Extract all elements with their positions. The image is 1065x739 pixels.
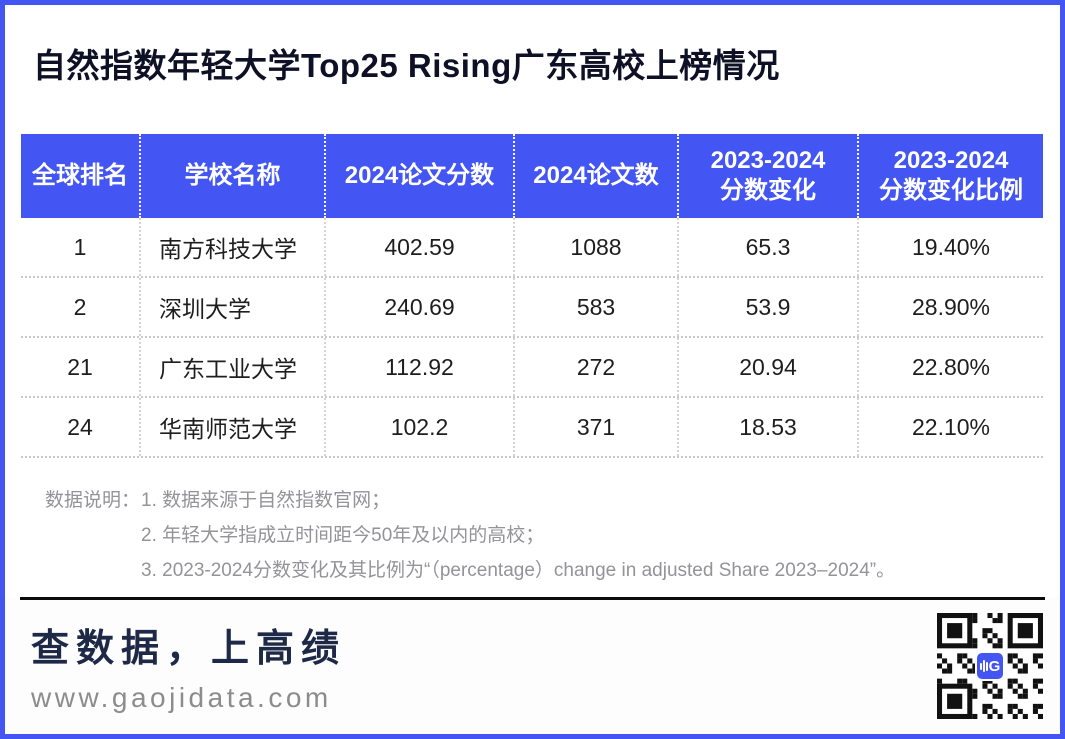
note-line: 3. 2023-2024分数变化及其比例为“（percentage）change… <box>141 560 896 581</box>
soundwave-bars-icon <box>979 660 988 672</box>
table-cell: 20.94 <box>677 338 857 396</box>
table-cell: 21 <box>67 353 93 380</box>
table-cell: 18.53 <box>677 398 857 456</box>
header-cell-4: 2023-2024 分数变化 <box>677 134 857 218</box>
footer-website: www.gaojidata.com <box>31 682 332 713</box>
table-cell: 22.10% <box>857 398 1043 456</box>
table-cell: 22.80% <box>857 338 1043 396</box>
table-cell: 28.90% <box>857 278 1043 336</box>
notes-label: 数据说明： <box>45 490 141 511</box>
data-notes: 数据说明： 1. 数据来源于自然指数官网； 2. 年轻大学指成立时间距今50年及以… <box>45 483 895 588</box>
table-header-row: 全球排名 学校名称 2024论文分数 2024论文数 2023-2024 分数变化 202… <box>21 134 1043 218</box>
table-cell: 深圳大学 <box>139 278 324 336</box>
table-row: 21 广东工业大学 112.92 272 20.94 22.80% <box>21 338 1043 398</box>
table-row: 1 南方科技大学 402.59 1088 65.3 19.40% <box>21 218 1043 278</box>
table-cell: 53.9 <box>677 278 857 336</box>
table-cell: 402.59 <box>324 218 513 276</box>
table-cell: 19.40% <box>857 218 1043 276</box>
footer-slogan: 查数据，上高绩 <box>31 628 347 670</box>
qr-code: G <box>937 613 1043 719</box>
footer-divider <box>20 597 1045 600</box>
page-title: 自然指数年轻大学Top25 Rising广东高校上榜情况 <box>33 47 780 84</box>
table-cell: 华南师范大学 <box>139 398 324 456</box>
header-cell-3: 2024论文数 <box>513 134 677 218</box>
ranking-table: 全球排名 学校名称 2024论文分数 2024论文数 2023-2024 分数变化 202… <box>21 134 1043 458</box>
header-cell-1: 学校名称 <box>139 134 324 218</box>
note-lines: 1. 数据来源于自然指数官网； 2. 年轻大学指成立时间距今50年及以内的高校； 3… <box>141 483 895 588</box>
table-cell: 112.92 <box>324 338 513 396</box>
header-cell-2: 2024论文分数 <box>324 134 513 218</box>
qr-logo-letter: G <box>988 657 1001 675</box>
footer: 查数据，上高绩 www.gaojidata.com G <box>5 597 1060 734</box>
table-cell: 371 <box>513 398 677 456</box>
table-cell: 2 <box>73 293 87 320</box>
table-cell: 102.2 <box>324 398 513 456</box>
header-cell-0: 全球排名 <box>32 162 128 189</box>
table-cell: 1 <box>73 233 87 260</box>
header-cell-5: 2023-2024 分数变化比例 <box>857 134 1043 218</box>
table-cell: 24 <box>67 413 93 440</box>
note-line: 1. 数据来源于自然指数官网； <box>141 490 391 511</box>
table-cell: 广东工业大学 <box>139 338 324 396</box>
note-line: 2. 年轻大学指成立时间距今50年及以内的高校； <box>141 525 545 546</box>
table-cell: 1088 <box>513 218 677 276</box>
table-row: 2 深圳大学 240.69 583 53.9 28.90% <box>21 278 1043 338</box>
qr-center-logo-icon: G <box>975 651 1005 681</box>
table-body: 1 南方科技大学 402.59 1088 65.3 19.40% 2 深圳大学 240.69 58… <box>21 218 1043 458</box>
table-cell: 南方科技大学 <box>139 218 324 276</box>
table-row: 24 华南师范大学 102.2 371 18.53 22.10% <box>21 398 1043 458</box>
table-cell: 65.3 <box>677 218 857 276</box>
table-cell: 240.69 <box>324 278 513 336</box>
table-cell: 583 <box>513 278 677 336</box>
table-cell: 272 <box>513 338 677 396</box>
